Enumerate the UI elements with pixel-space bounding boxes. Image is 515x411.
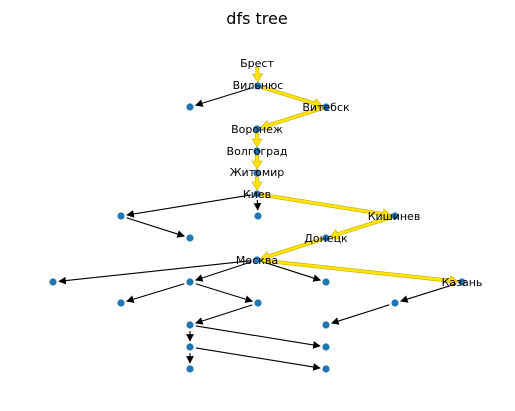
- tree-node: [253, 125, 261, 133]
- tree-edge: [126, 194, 252, 218]
- dfs-path-arrow: [251, 66, 264, 83]
- label-voronezh: Воронеж: [231, 123, 283, 136]
- tree-node: [186, 234, 194, 242]
- tree-node: [253, 190, 261, 198]
- tree-edge: [126, 217, 186, 238]
- tree-edge: [195, 325, 321, 349]
- diagram-title: dfs tree: [226, 9, 287, 28]
- dfs-path-arrow: [260, 192, 392, 220]
- tree-node: [322, 321, 330, 329]
- tree-node: [391, 299, 399, 307]
- label-zhitomir: Житомир: [230, 166, 285, 179]
- tree-edge: [194, 261, 252, 282]
- tree-edge: [194, 87, 253, 107]
- tree-node: [186, 343, 194, 351]
- label-vilnius: Вильнюс: [233, 79, 284, 92]
- tree-edge: [58, 260, 252, 285]
- tree-node: [322, 234, 330, 242]
- dfs-path-arrow: [251, 154, 263, 170]
- label-volgograd: Волгоград: [227, 145, 288, 158]
- dfs-path-arrow: [260, 106, 324, 131]
- tree-node: [117, 212, 125, 220]
- tree-node: [254, 299, 262, 307]
- label-kazan: Казань: [442, 276, 483, 289]
- node-labels: Брест Вильнюс Витебск Воронеж Волгоград …: [227, 57, 483, 289]
- label-donetsk: Донецк: [304, 232, 348, 245]
- tree-edge: [194, 304, 253, 325]
- tree-node: [322, 365, 330, 373]
- tree-node: [117, 299, 125, 307]
- tree-node: [254, 212, 262, 220]
- tree-edge: [262, 261, 322, 282]
- dfs-path-arrow: [329, 215, 393, 240]
- label-moskva: Москва: [236, 254, 278, 267]
- tree-node: [391, 212, 399, 220]
- tree-node: [49, 278, 57, 286]
- dfs-path-edges: [251, 66, 459, 287]
- tree-node: [254, 82, 262, 90]
- label-brest: Брест: [240, 57, 274, 70]
- tree-node: [253, 256, 261, 264]
- tree-node: [186, 365, 194, 373]
- dfs-path-arrow: [251, 176, 263, 191]
- dfs-path-arrow: [260, 85, 323, 109]
- label-vitebsk: Витебск: [302, 101, 350, 114]
- tree-edge: [195, 283, 254, 303]
- tree-nodes: [49, 82, 466, 373]
- tree-node: [458, 278, 466, 286]
- tree-node: [186, 278, 194, 286]
- dfs-path-arrow: [251, 132, 263, 148]
- tree-node: [186, 321, 194, 329]
- tree-edge: [126, 283, 185, 303]
- label-kishinev: Кишинев: [368, 210, 421, 223]
- tree-node: [186, 103, 194, 111]
- dfs-path-arrow: [260, 258, 459, 287]
- tree-node: [322, 278, 330, 286]
- tree-edge: [330, 304, 390, 325]
- label-kiev: Киев: [243, 188, 271, 201]
- tree-edge: [399, 283, 457, 303]
- tree-edges: [58, 87, 457, 371]
- tree-node: [322, 343, 330, 351]
- tree-node: [253, 169, 261, 177]
- tree-edge: [195, 347, 321, 371]
- tree-node: [322, 103, 330, 111]
- tree-node: [253, 147, 261, 155]
